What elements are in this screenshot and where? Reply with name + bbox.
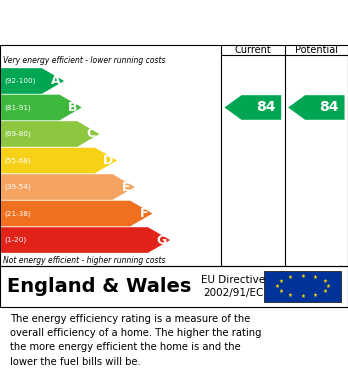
Text: ★: ★	[278, 279, 283, 284]
Polygon shape	[1, 121, 100, 147]
Text: ★: ★	[288, 275, 293, 280]
Text: (21-38): (21-38)	[4, 210, 31, 217]
Text: (39-54): (39-54)	[4, 184, 31, 190]
Text: ★: ★	[288, 293, 293, 298]
Text: Energy Efficiency Rating: Energy Efficiency Rating	[10, 13, 239, 32]
Text: England & Wales: England & Wales	[7, 277, 191, 296]
Polygon shape	[1, 95, 82, 120]
Text: (81-91): (81-91)	[4, 104, 31, 111]
Text: ★: ★	[275, 284, 280, 289]
Text: ★: ★	[313, 275, 318, 280]
Text: EU Directive
2002/91/EC: EU Directive 2002/91/EC	[201, 275, 265, 298]
Text: 84: 84	[319, 100, 339, 115]
Polygon shape	[1, 227, 170, 253]
Text: 84: 84	[256, 100, 275, 115]
Polygon shape	[1, 68, 64, 94]
Polygon shape	[1, 148, 117, 173]
Text: B: B	[68, 101, 78, 114]
Text: Very energy efficient - lower running costs: Very energy efficient - lower running co…	[3, 56, 166, 65]
Text: D: D	[103, 154, 113, 167]
Text: ★: ★	[300, 294, 305, 299]
Text: E: E	[122, 181, 131, 194]
Bar	[264, 271, 341, 302]
Polygon shape	[224, 95, 281, 120]
Text: (1-20): (1-20)	[4, 237, 26, 243]
Text: ★: ★	[278, 289, 283, 294]
Text: ★: ★	[300, 274, 305, 279]
Text: F: F	[140, 207, 149, 220]
Text: Potential: Potential	[295, 45, 338, 55]
Text: ★: ★	[313, 293, 318, 298]
Text: ★: ★	[322, 279, 327, 284]
Text: ★: ★	[326, 284, 331, 289]
Text: The energy efficiency rating is a measure of the
overall efficiency of a home. T: The energy efficiency rating is a measur…	[10, 314, 262, 367]
Text: ★: ★	[322, 289, 327, 294]
Text: G: G	[156, 233, 166, 247]
Text: A: A	[50, 74, 60, 88]
Text: (69-80): (69-80)	[4, 131, 31, 137]
Text: C: C	[86, 127, 95, 140]
Polygon shape	[1, 174, 135, 200]
Text: (55-68): (55-68)	[4, 157, 31, 164]
Polygon shape	[288, 95, 345, 120]
Text: (92-100): (92-100)	[4, 78, 35, 84]
Text: Not energy efficient - higher running costs: Not energy efficient - higher running co…	[3, 256, 166, 265]
Text: Current: Current	[235, 45, 271, 55]
Polygon shape	[1, 201, 152, 226]
